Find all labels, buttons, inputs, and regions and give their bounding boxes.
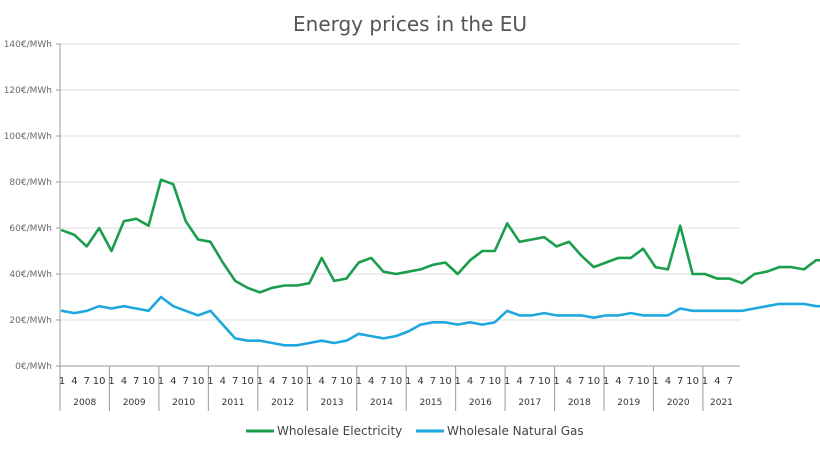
x-tick-month: 1 [207, 376, 213, 387]
x-tick-month: 1 [405, 376, 411, 387]
y-tick-label: 100€/MWh [4, 132, 52, 142]
x-tick-month: 7 [331, 376, 337, 387]
x-tick-year: 2016 [469, 398, 492, 408]
x-tick-year: 2017 [518, 398, 541, 408]
x-tick-month: 10 [488, 376, 501, 387]
x-tick-month: 1 [553, 376, 559, 387]
gridlines [60, 43, 740, 321]
x-tick-month: 10 [291, 376, 304, 387]
x-tick-month: 7 [281, 376, 287, 387]
x-tick-month: 1 [306, 376, 312, 387]
x-tick-month: 1 [59, 376, 65, 387]
chart-title: Energy prices in the EU [293, 12, 527, 36]
x-tick-month: 10 [439, 376, 452, 387]
y-tick-label: 0€/MWh [15, 362, 52, 372]
legend-label-electricity: Wholesale Electricity [277, 424, 402, 438]
x-tick-year: 2009 [123, 398, 146, 408]
x-tick-month: 10 [142, 376, 155, 387]
x-tick-year: 2010 [172, 398, 195, 408]
x-tick-month: 7 [380, 376, 386, 387]
x-tick-year: 2021 [710, 398, 733, 408]
x-tick-month: 1 [108, 376, 114, 387]
x-tick-month: 7 [529, 376, 535, 387]
x-tick-month: 10 [93, 376, 106, 387]
x-tick-year: 2015 [419, 398, 442, 408]
x-tick-month: 4 [566, 376, 572, 387]
x-tick-month: 10 [340, 376, 353, 387]
x-tick-month: 4 [417, 376, 423, 387]
legend-label-natural-gas: Wholesale Natural Gas [447, 424, 584, 438]
x-tick-month: 4 [467, 376, 473, 387]
y-tick-label: 40€/MWh [9, 270, 52, 280]
x-tick-month: 1 [702, 376, 708, 387]
x-tick-year: 2019 [617, 398, 640, 408]
series-line-natural-gas [60, 295, 820, 347]
x-tick-month: 10 [587, 376, 600, 387]
x-tick-month: 7 [84, 376, 90, 387]
x-tick-month: 10 [241, 376, 254, 387]
x-tick-month: 4 [368, 376, 374, 387]
x-tick-month: 10 [538, 376, 551, 387]
y-tick-label: 120€/MWh [4, 86, 52, 96]
x-tick-year: 2014 [370, 398, 393, 408]
x-tick-month: 7 [479, 376, 485, 387]
x-tick-month: 7 [232, 376, 238, 387]
x-tick-month: 4 [516, 376, 522, 387]
series-lines [60, 178, 820, 347]
x-tick-month: 7 [677, 376, 683, 387]
x-tick-month: 4 [319, 376, 325, 387]
x-tick-month: 7 [183, 376, 189, 387]
x-tick-year: 2018 [568, 398, 591, 408]
x-tick-month: 1 [356, 376, 362, 387]
series-line-electricity [60, 178, 820, 294]
x-tick-year: 2011 [222, 398, 245, 408]
x-tick-year: 2008 [73, 398, 96, 408]
x-tick-month: 4 [615, 376, 621, 387]
x-tick-month: 10 [686, 376, 699, 387]
x-tick-month: 4 [714, 376, 720, 387]
x-tick-month: 1 [652, 376, 658, 387]
x-tick-month: 7 [133, 376, 139, 387]
x-tick-month: 1 [455, 376, 461, 387]
x-tick-month: 7 [628, 376, 634, 387]
y-tick-label: 20€/MWh [9, 316, 52, 326]
x-tick-year: 2020 [667, 398, 690, 408]
y-tick-label: 80€/MWh [9, 178, 52, 188]
x-tick-month: 4 [269, 376, 275, 387]
y-tick-label: 140€/MWh [4, 40, 52, 50]
x-tick-month: 1 [257, 376, 263, 387]
x-tick-month: 7 [430, 376, 436, 387]
x-tick-month: 10 [637, 376, 650, 387]
x-tick-month: 4 [220, 376, 226, 387]
x-tick-month: 7 [727, 376, 733, 387]
y-tick-label: 60€/MWh [9, 224, 52, 234]
y-axis: 0€/MWh 20€/MWh 40€/MWh 60€/MWh 80€/MWh 100€/M… [4, 40, 61, 372]
x-tick-month: 1 [504, 376, 510, 387]
x-tick-month: 4 [121, 376, 127, 387]
x-tick-month: 4 [71, 376, 77, 387]
legend: Wholesale Electricity Wholesale Natural … [246, 424, 584, 438]
x-tick-month: 1 [603, 376, 609, 387]
x-tick-month: 7 [578, 376, 584, 387]
x-tick-month: 10 [192, 376, 205, 387]
x-tick-month: 10 [390, 376, 403, 387]
x-tick-month: 1 [158, 376, 164, 387]
x-tick-month: 4 [170, 376, 176, 387]
x-tick-year: 2013 [321, 398, 344, 408]
x-tick-year: 2012 [271, 398, 294, 408]
x-tick-month: 4 [665, 376, 671, 387]
